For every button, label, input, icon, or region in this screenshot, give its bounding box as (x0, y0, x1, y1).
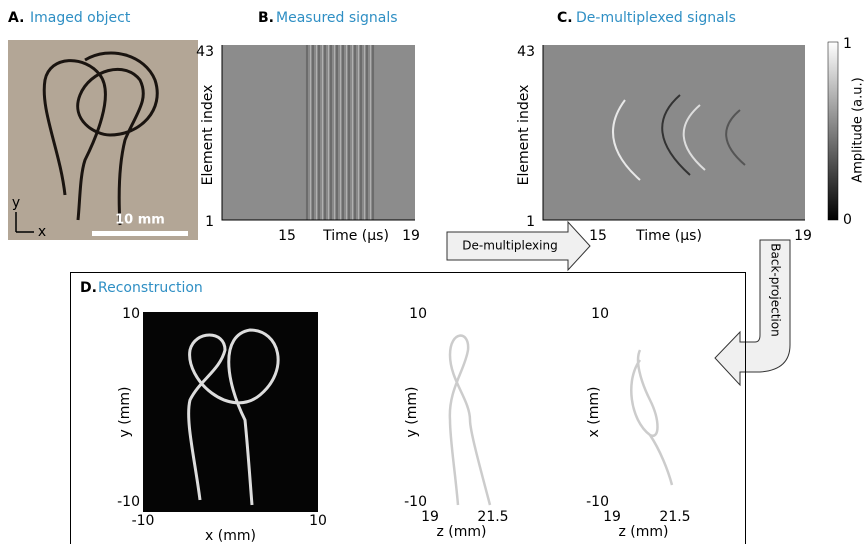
tick-label: 43 (517, 44, 535, 60)
tick-label: 1 (526, 214, 535, 230)
recon-image (143, 312, 318, 512)
panel-letter: B. (258, 10, 274, 26)
axis-letter: y (12, 195, 20, 211)
panel-letter: A. (8, 10, 24, 26)
colorbar (827, 41, 839, 221)
tick-label: 0 (843, 212, 852, 228)
axis-label: x (mm) (586, 387, 602, 438)
arrow-label: De-multiplexing (462, 239, 557, 253)
axis-label: z (mm) (437, 524, 487, 540)
axis-label: x (mm) (205, 528, 256, 544)
photo (8, 40, 198, 240)
axis-label: z (mm) (619, 524, 669, 540)
tick-label: 10 (309, 513, 327, 529)
axis-label: y (mm) (117, 387, 133, 438)
tick-label: -10 (132, 513, 155, 529)
tick-label: 43 (196, 44, 214, 60)
axis-label: Time (μs) (322, 228, 389, 244)
tick-label: 19 (603, 509, 621, 525)
recon-curve (187, 328, 280, 506)
axis-label: Time (μs) (635, 228, 702, 244)
tick-label: 1 (205, 214, 214, 230)
tick-label: 21.5 (477, 509, 508, 525)
recon-curve (448, 334, 492, 506)
tick-label: 10 (591, 306, 609, 322)
tick-label: 21.5 (659, 509, 690, 525)
tick-label: 19 (421, 509, 439, 525)
tick-label: 10 (409, 306, 427, 322)
signal-image (543, 45, 805, 220)
tick-label: 10 (122, 306, 140, 322)
hyperbola (612, 94, 746, 181)
axis-label: Amplitude (a.u.) (851, 77, 866, 182)
panel-letter: C. (557, 10, 573, 26)
axes-indicator (15, 212, 34, 233)
tick-label: -10 (404, 494, 427, 510)
panel-title: Reconstruction (98, 280, 203, 296)
scale-bar (92, 231, 188, 236)
axis (221, 45, 415, 221)
panel-title: De-multiplexed signals (576, 10, 736, 26)
tick-label: 15 (278, 228, 296, 244)
tick-label: -10 (586, 494, 609, 510)
panel-title: Imaged object (30, 10, 131, 26)
axis-label: Element index (516, 85, 532, 186)
arrow (714, 239, 791, 387)
tick-label: 15 (589, 228, 607, 244)
panel-letter: D. (80, 280, 97, 296)
axis-label: y (mm) (404, 387, 420, 438)
axis-label: Element index (200, 85, 216, 186)
arrow (446, 220, 591, 272)
tick-label: 19 (402, 228, 420, 244)
object-curve (42, 51, 159, 226)
axis-letter: x (38, 224, 46, 240)
recon-curve (630, 349, 674, 486)
panel-title: Measured signals (276, 10, 398, 26)
signal-image (305, 45, 375, 220)
tick-label: 1 (843, 36, 852, 52)
axis (542, 45, 805, 221)
tick-label: -10 (117, 494, 140, 510)
arrow-label: Back-projection (769, 243, 783, 336)
tick-label: 19 (794, 228, 812, 244)
scale-label: 10 mm (115, 213, 165, 228)
